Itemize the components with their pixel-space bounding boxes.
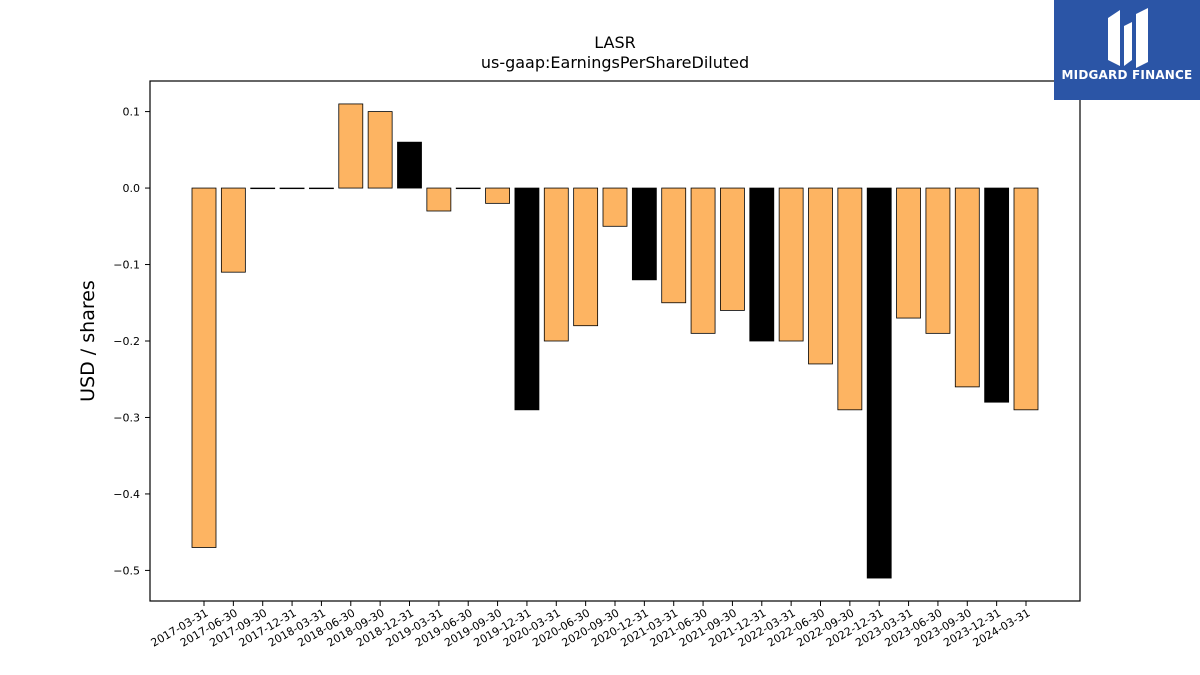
y-tick-label: −0.3 [113,411,140,424]
y-axis-label: USD / shares [77,280,99,402]
bar-2019-12-31 [514,187,540,411]
bar-2023-03-31 [896,187,921,319]
brand-logo: MIDGARD FINANCE [1054,0,1200,100]
bar-2022-12-31 [866,187,892,579]
chart-subtitle: us-gaap:EarningsPerShareDiluted [481,53,749,72]
chart-title: LASR [594,33,636,52]
brand-name: MIDGARD FINANCE [1061,68,1193,82]
bar-2019-09-30 [485,187,510,204]
bar-2017-03-31 [191,187,217,548]
bar-2022-03-31 [778,187,804,342]
y-ticks-group: 0.1 0.0 −0.1 −0.2 −0.3 −0.4 −0.5 [113,106,150,577]
bar-2022-06-30 [808,187,833,365]
bar-2017-12-31 [279,187,305,190]
bar-2021-03-31 [661,187,687,304]
bar-2018-06-30 [338,103,364,189]
bar-2020-06-30 [573,187,599,327]
y-tick-label: −0.2 [113,335,140,348]
bar-2023-12-31 [984,187,1010,403]
bar-2018-09-30 [367,111,393,189]
bar-2020-12-31 [631,187,657,281]
y-tick-label: −0.5 [113,564,140,577]
bar-2023-09-30 [954,187,980,388]
bar-2024-03-31 [1013,187,1039,411]
y-tick-label: 0.1 [123,106,141,119]
bar-2019-06-30 [455,187,481,190]
plot-frame [149,80,1081,602]
bar-2021-06-30 [690,187,716,334]
bar-2021-09-30 [720,187,745,311]
bar-2021-12-31 [749,187,775,342]
bar-2022-09-30 [837,187,863,411]
y-tick-label: −0.1 [113,259,140,272]
bar-2018-12-31 [397,141,422,189]
y-tick-label: −0.4 [113,488,140,501]
bar-2018-03-31 [309,187,334,190]
midgard-logo-icon [1108,8,1148,68]
bar-2020-03-31 [543,187,569,342]
bar-2019-03-31 [426,187,452,212]
x-ticks-group: 2017-03-312017-06-302017-09-302017-12-31… [149,601,1033,650]
bar-2020-09-30 [602,187,628,227]
bar-2017-06-30 [220,187,246,273]
bar-2023-06-30 [925,187,951,334]
bar-2017-09-30 [250,187,276,190]
bars-group [191,103,1039,579]
y-tick-label: 0.0 [123,182,141,195]
